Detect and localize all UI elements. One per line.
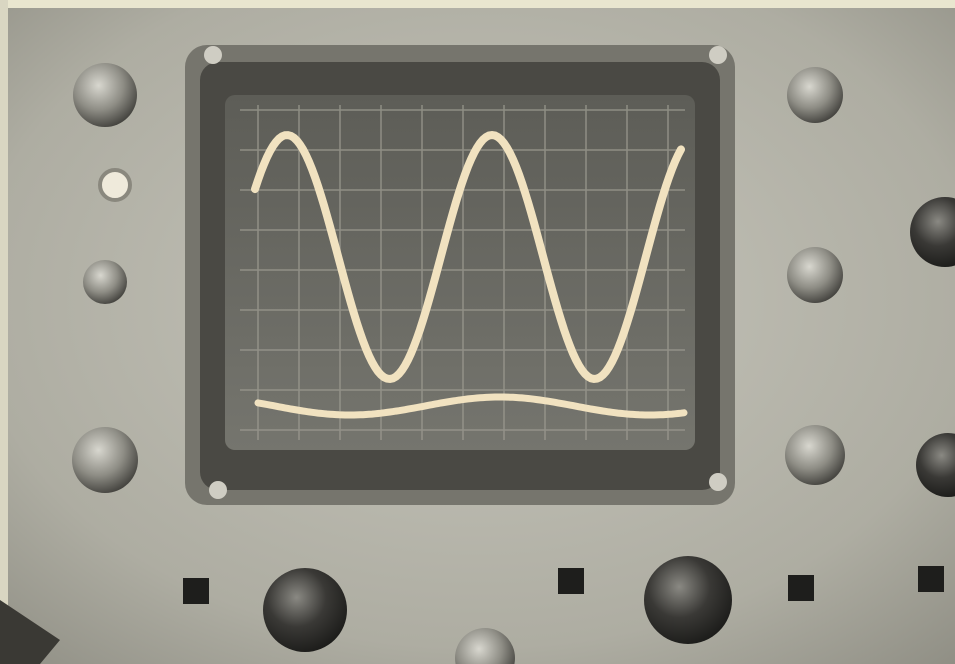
socket (788, 575, 814, 601)
knob (785, 425, 845, 485)
knob (787, 67, 843, 123)
socket (918, 566, 944, 592)
knob (72, 427, 138, 493)
screw (709, 46, 727, 64)
screw (709, 473, 727, 491)
knob (83, 260, 127, 304)
knob (787, 247, 843, 303)
screw (204, 46, 222, 64)
left-edge (0, 0, 8, 664)
screw (209, 481, 227, 499)
page: (() => { const a = [], b = []; for (let … (0, 0, 955, 664)
socket (183, 578, 209, 604)
indicator-lamp (100, 170, 130, 200)
socket (558, 568, 584, 594)
top-edge (0, 0, 955, 8)
knob (644, 556, 732, 644)
oscilloscope-photo (0, 0, 955, 664)
knob (263, 568, 347, 652)
knob (73, 63, 137, 127)
